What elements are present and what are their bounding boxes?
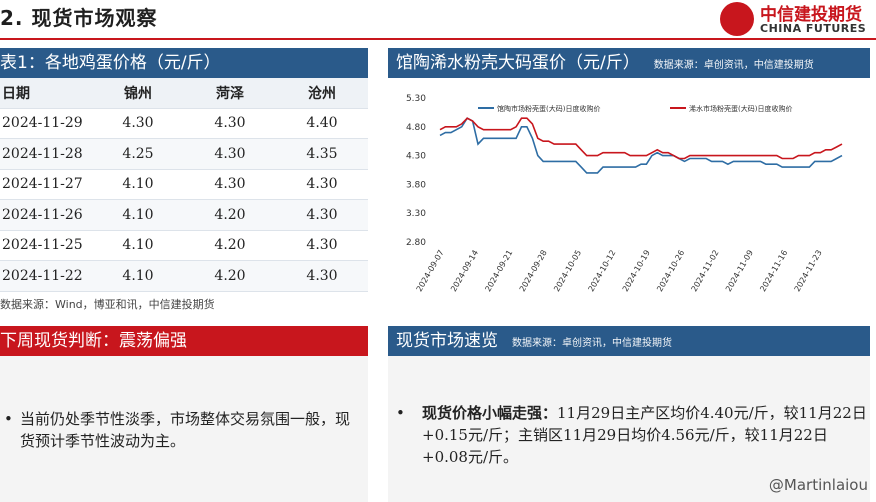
table-cell: 4.10 bbox=[122, 176, 154, 193]
table-cell: 2024-11-27 bbox=[2, 176, 83, 193]
watermark: @Martinlaiou bbox=[768, 476, 868, 494]
table-row: 2024-11-29 4.30 4.30 4.40 bbox=[0, 109, 368, 139]
column-header: 沧州 bbox=[308, 85, 336, 102]
bullet-dot: • bbox=[396, 404, 405, 422]
table-panel-title: 表1：各地鸡蛋价格（元/斤） bbox=[0, 53, 221, 73]
table-header-row: 日期 锦州 菏泽 沧州 bbox=[0, 78, 368, 109]
table-cell: 4.10 bbox=[122, 267, 154, 284]
table-source-note: 数据来源：Wind，博亚和讯，中信建投期货 bbox=[0, 298, 215, 311]
quick-panel-header: 现货市场速览 数据来源：卓创资讯，中信建投期货 bbox=[388, 326, 870, 356]
column-header: 锦州 bbox=[124, 85, 152, 102]
logo-emblem-icon bbox=[720, 2, 754, 36]
y-tick-label: 3.80 bbox=[406, 180, 426, 190]
judgement-panel-header: 下周现货判断：震荡偏强 bbox=[0, 326, 368, 356]
table-panel-header: 表1：各地鸡蛋价格（元/斤） bbox=[0, 48, 368, 78]
table-cell: 4.20 bbox=[214, 206, 246, 223]
table-row: 2024-11-25 4.10 4.20 4.30 bbox=[0, 231, 368, 261]
table-cell: 4.20 bbox=[214, 267, 246, 284]
x-tick-label: 2024-11-23 bbox=[793, 249, 824, 294]
table-row: 2024-11-27 4.10 4.30 4.30 bbox=[0, 170, 368, 200]
quick-panel-title: 现货市场速览 bbox=[396, 331, 498, 351]
logo-chinese-text: 中信建投期货 bbox=[760, 5, 862, 25]
judgement-bullet-text: 当前仍处季节性淡季，市场整体交易氛围一般，现货预计季节性波动为主。 bbox=[20, 410, 351, 450]
table-cell: 4.20 bbox=[214, 237, 246, 254]
legend-label: 浠水市场粉壳蛋(大码)日度收购价 bbox=[689, 104, 792, 113]
page-title: 2. 现货市场观察 bbox=[0, 6, 158, 30]
x-tick-label: 2024-10-19 bbox=[621, 249, 652, 294]
series-line bbox=[439, 117, 843, 174]
column-header: 菏泽 bbox=[216, 85, 244, 102]
table-cell: 4.30 bbox=[306, 206, 338, 223]
logo-english-text: CHINA FUTURES bbox=[760, 22, 867, 35]
header-divider bbox=[0, 38, 876, 40]
bullet-dot: • bbox=[4, 410, 13, 428]
table-cell: 4.30 bbox=[214, 176, 246, 193]
table-cell: 4.30 bbox=[306, 267, 338, 284]
chart-source-note: 数据来源：卓创资讯，中信建投期货 bbox=[653, 60, 814, 71]
table-cell: 4.40 bbox=[306, 115, 338, 132]
table-cell: 4.30 bbox=[214, 115, 246, 132]
table-cell: 4.10 bbox=[122, 206, 154, 223]
table-row: 2024-11-28 4.25 4.30 4.35 bbox=[0, 139, 368, 170]
quick-source-note: 数据来源：卓创资讯，中信建投期货 bbox=[512, 338, 672, 349]
table-cell: 4.30 bbox=[306, 237, 338, 254]
x-tick-label: 2024-09-07 bbox=[415, 249, 446, 294]
chart-panel-header: 馆陶浠水粉壳大码蛋价（元/斤） 数据来源：卓创资讯，中信建投期货 bbox=[388, 48, 870, 78]
company-logo: 中信建投期货 CHINA FUTURES bbox=[716, 0, 876, 40]
x-tick-label: 2024-09-14 bbox=[449, 249, 480, 294]
x-tick-label: 2024-10-26 bbox=[655, 249, 686, 294]
table-cell: 4.30 bbox=[306, 176, 338, 193]
x-tick-label: 2024-11-16 bbox=[758, 249, 789, 294]
table-cell: 2024-11-25 bbox=[2, 237, 83, 254]
chart-area: 5.30 4.80 4.30 3.80 3.30 2.80 馆陶市场粉壳蛋(大码)日度收购价… bbox=[388, 80, 870, 312]
table-cell: 2024-11-26 bbox=[2, 206, 83, 223]
x-tick-label: 2024-11-09 bbox=[724, 249, 755, 294]
x-tick-label: 2024-11-02 bbox=[690, 249, 721, 294]
table-cell: 4.25 bbox=[122, 145, 154, 162]
judgement-panel-title: 下周现货判断：震荡偏强 bbox=[0, 331, 187, 351]
table-row: 2024-11-22 4.10 4.20 4.30 bbox=[0, 261, 368, 292]
price-line-chart: 5.30 4.80 4.30 3.80 3.30 2.80 馆陶市场粉壳蛋(大码)日度收购价… bbox=[406, 94, 843, 294]
y-tick-label: 3.30 bbox=[406, 209, 426, 219]
quick-bullet: 现货价格小幅走强：11月29日主产区均价4.40元/斤，较11月22日+0.15… bbox=[422, 402, 868, 468]
egg-price-table: 日期 锦州 菏泽 沧州 2024-11-29 4.30 4.30 4.40 20… bbox=[0, 78, 368, 292]
column-header: 日期 bbox=[2, 85, 30, 102]
series-line bbox=[439, 117, 843, 160]
quick-panel-body: • 现货价格小幅走强：11月29日主产区均价4.40元/斤，较11月22日+0.… bbox=[388, 356, 870, 502]
y-tick-label: 2.80 bbox=[406, 238, 426, 248]
x-tick-label: 2024-10-05 bbox=[552, 249, 583, 294]
legend-label: 馆陶市场粉壳蛋(大码)日度收购价 bbox=[497, 104, 600, 113]
table-cell: 2024-11-22 bbox=[2, 267, 83, 284]
chart-panel-title: 馆陶浠水粉壳大码蛋价（元/斤） bbox=[396, 53, 640, 73]
x-tick-label: 2024-10-12 bbox=[587, 249, 618, 294]
table-cell: 4.30 bbox=[214, 145, 246, 162]
table-cell: 4.30 bbox=[122, 115, 154, 132]
table-cell: 4.10 bbox=[122, 237, 154, 254]
x-tick-label: 2024-09-21 bbox=[483, 249, 514, 294]
quick-bullet-body: 11月29日主产区均价4.40元/斤，较11月22日+0.15元/斤；主销区11… bbox=[422, 404, 867, 466]
judgement-panel-body: • 当前仍处季节性淡季，市场整体交易氛围一般，现货预计季节性波动为主。 bbox=[0, 356, 368, 502]
table-cell: 4.35 bbox=[306, 145, 338, 162]
quick-bullet-lead: 现货价格小幅走强： bbox=[422, 404, 558, 422]
y-tick-label: 5.30 bbox=[406, 94, 426, 104]
table-row: 2024-11-26 4.10 4.20 4.30 bbox=[0, 200, 368, 231]
table-cell: 2024-11-29 bbox=[2, 115, 83, 132]
y-tick-label: 4.30 bbox=[406, 152, 426, 162]
table-cell: 2024-11-28 bbox=[2, 145, 83, 162]
y-tick-label: 4.80 bbox=[406, 123, 426, 133]
x-tick-label: 2024-09-28 bbox=[518, 249, 549, 294]
